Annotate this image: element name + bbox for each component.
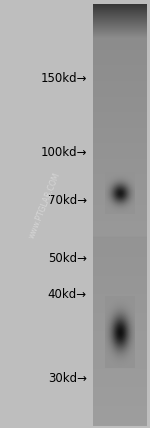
Text: 150kd→: 150kd→ bbox=[40, 71, 87, 84]
Text: 70kd→: 70kd→ bbox=[48, 193, 87, 206]
Text: 30kd→: 30kd→ bbox=[48, 372, 87, 384]
Text: 50kd→: 50kd→ bbox=[48, 252, 87, 265]
Text: 100kd→: 100kd→ bbox=[40, 146, 87, 160]
Text: www.PTGLAB.COM: www.PTGLAB.COM bbox=[28, 171, 62, 240]
Text: 40kd→: 40kd→ bbox=[48, 288, 87, 301]
